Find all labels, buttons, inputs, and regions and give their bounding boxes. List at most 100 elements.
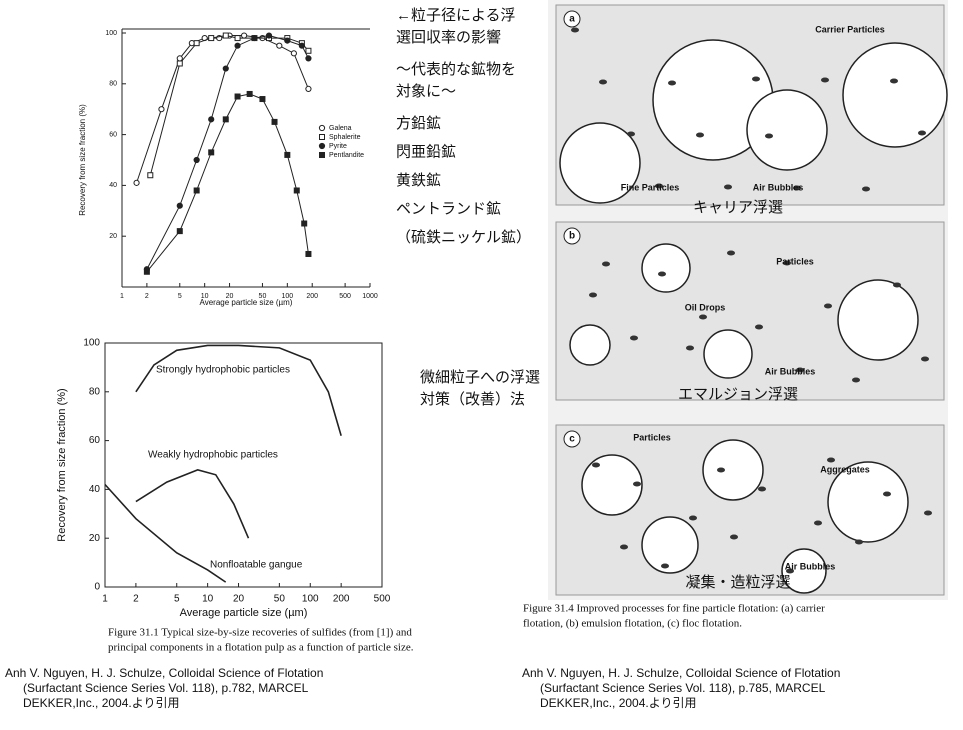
marker: [235, 43, 240, 48]
particle: [717, 468, 725, 473]
reference: DEKKER,Inc., 2004.より引用: [23, 696, 179, 710]
panel-label: Aggregates: [820, 464, 870, 474]
marker: [235, 36, 240, 41]
panel-label: Air Bubbles: [785, 561, 836, 571]
particle: [724, 185, 732, 190]
particle: [592, 463, 600, 468]
note-text: 選回収率の影響: [396, 28, 501, 46]
particle: [755, 325, 763, 330]
particle: [727, 251, 735, 256]
air-bubble: [582, 455, 642, 515]
panel-caption: キャリア浮選: [693, 199, 783, 216]
panel-label: Oil Drops: [685, 302, 726, 312]
x-axis-label: Average particle size (µm): [180, 607, 308, 619]
particle: [661, 564, 669, 569]
particle: [599, 80, 607, 85]
x-tick-label: 1: [120, 293, 124, 300]
y-tick-label: 100: [105, 30, 117, 37]
particle: [821, 78, 829, 83]
reference: (Surfactant Science Series Vol. 118), p.…: [540, 681, 826, 695]
note-text: 対策（改善）法: [420, 391, 525, 408]
y-tick-label: 80: [109, 81, 117, 88]
marker: [209, 117, 214, 122]
x-tick-label: 100: [302, 594, 319, 605]
panel-label: Fine Particles: [621, 182, 680, 192]
marker: [148, 173, 153, 178]
y-tick-label: 100: [83, 338, 100, 349]
marker: [235, 94, 240, 99]
panel-label: Particles: [776, 256, 814, 266]
particle: [918, 131, 926, 136]
marker: [223, 66, 228, 71]
particle: [696, 133, 704, 138]
x-tick-label: 200: [333, 594, 350, 605]
particle: [658, 272, 666, 277]
note-text: ペントランド鉱: [396, 199, 501, 217]
legend-marker: [319, 125, 324, 130]
figure-caption: flotation, (b) emulsion flotation, (c) f…: [523, 618, 742, 630]
marker: [306, 56, 311, 61]
air-bubble: [570, 325, 610, 365]
air-bubble: [747, 90, 827, 170]
marker: [285, 152, 290, 157]
panel-label: Particles: [633, 432, 671, 442]
curve-label: Nonfloatable gangue: [210, 560, 303, 571]
particle: [765, 134, 773, 139]
marker: [177, 56, 182, 61]
note-text: （硫鉄ニッケル鉱）: [396, 228, 531, 246]
marker: [252, 35, 257, 40]
marker: [177, 61, 182, 66]
slide: 204060801001251020501002005001000Average…: [0, 0, 963, 725]
x-tick-label: 5: [178, 293, 182, 300]
reference: DEKKER,Inc., 2004.より引用: [540, 696, 696, 710]
curve-label: Strongly hydrophobic particles: [156, 365, 290, 376]
marker: [247, 91, 252, 96]
particle: [890, 79, 898, 84]
particle: [620, 545, 628, 550]
y-tick-label: 60: [109, 131, 117, 138]
note-text: 微細粒子への浮選: [420, 369, 540, 386]
marker: [159, 107, 164, 112]
air-bubble: [703, 440, 763, 500]
legend-label: Galena: [329, 125, 352, 132]
figure-caption: Figure 31.1 Typical size-by-size recover…: [108, 627, 412, 639]
air-bubble: [642, 517, 698, 573]
panel-letter: a: [569, 14, 575, 25]
marker: [223, 117, 228, 122]
air-bubble: [704, 330, 752, 378]
particle: [883, 492, 891, 497]
particle: [633, 482, 641, 487]
x-axis-label: Average particle size (µm): [200, 298, 293, 307]
particle: [758, 487, 766, 492]
legend-marker: [319, 143, 324, 148]
note-text: ～代表的な鉱物を: [396, 60, 516, 78]
particle: [602, 262, 610, 267]
particle: [589, 293, 597, 298]
marker: [277, 43, 282, 48]
marker: [194, 188, 199, 193]
marker: [302, 221, 307, 226]
particle: [893, 283, 901, 288]
particle: [921, 357, 929, 362]
marker: [260, 97, 265, 102]
particle: [924, 511, 932, 516]
figure-caption: principal components in a flotation pulp…: [108, 642, 414, 654]
panel-label: Carrier Particles: [815, 24, 885, 34]
marker: [194, 157, 199, 162]
panel-label: Air Bubbles: [765, 366, 816, 376]
legend-marker: [320, 153, 325, 158]
particle: [862, 187, 870, 192]
marker: [306, 86, 311, 91]
reference: Anh V. Nguyen, H. J. Schulze, Colloidal …: [522, 666, 840, 680]
curve-label: Weakly hydrophobic particles: [148, 450, 278, 461]
marker: [291, 51, 296, 56]
marker: [299, 43, 304, 48]
particle: [686, 346, 694, 351]
marker: [134, 180, 139, 185]
legend-marker: [320, 135, 325, 140]
x-tick-label: 2: [145, 293, 149, 300]
y-axis-label: Recovery from size fraction (%): [78, 104, 87, 216]
reference: (Surfactant Science Series Vol. 118), p.…: [23, 681, 309, 695]
note-text: 対象に～: [396, 83, 456, 100]
particle: [827, 458, 835, 463]
